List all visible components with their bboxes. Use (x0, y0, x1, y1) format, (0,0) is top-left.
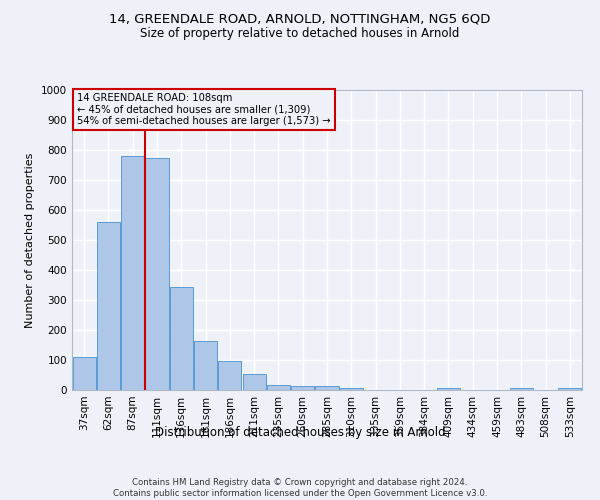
Y-axis label: Number of detached properties: Number of detached properties (25, 152, 35, 328)
Text: Size of property relative to detached houses in Arnold: Size of property relative to detached ho… (140, 28, 460, 40)
Text: Distribution of detached houses by size in Arnold: Distribution of detached houses by size … (155, 426, 445, 439)
Text: 14, GREENDALE ROAD, ARNOLD, NOTTINGHAM, NG5 6QD: 14, GREENDALE ROAD, ARNOLD, NOTTINGHAM, … (109, 12, 491, 26)
Bar (73, 357, 95, 390)
Bar (97, 222, 120, 390)
Text: 14 GREENDALE ROAD: 108sqm
← 45% of detached houses are smaller (1,309)
54% of se: 14 GREENDALE ROAD: 108sqm ← 45% of detac… (77, 93, 331, 126)
Bar (340, 388, 363, 390)
Bar (316, 386, 338, 390)
Bar (242, 374, 266, 390)
Bar (194, 340, 217, 390)
Bar (559, 388, 581, 390)
Bar (121, 156, 144, 390)
Bar (218, 360, 241, 390)
Bar (291, 386, 314, 390)
Bar (437, 388, 460, 390)
Bar (267, 384, 290, 390)
Bar (510, 388, 533, 390)
Text: Contains HM Land Registry data © Crown copyright and database right 2024.
Contai: Contains HM Land Registry data © Crown c… (113, 478, 487, 498)
Bar (145, 158, 169, 390)
Bar (170, 288, 193, 390)
